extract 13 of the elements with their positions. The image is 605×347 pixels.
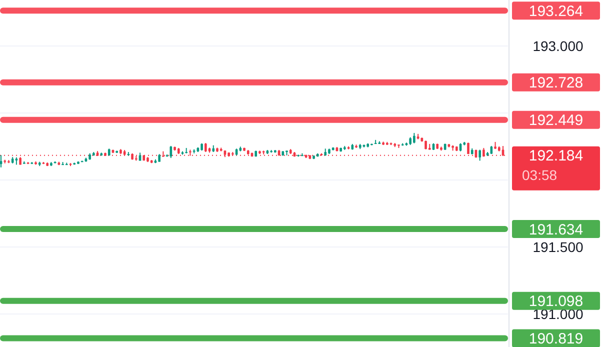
ref-line-label: 192.449 — [528, 112, 584, 130]
candlestick — [413, 132, 416, 144]
ref-line-label: 191.634 — [528, 221, 584, 238]
candlestick — [478, 149, 481, 162]
ref-line-label: 193.264 — [528, 2, 584, 20]
text: 03:58 — [522, 167, 558, 184]
y-tick-label: 193.000 — [532, 38, 584, 54]
candlestick — [0, 154, 2, 168]
candlestick — [170, 145, 172, 159]
ref-line-label: 190.819 — [528, 330, 584, 347]
y-tick-label: 191.500 — [532, 238, 584, 255]
ref-line-label: 192.728 — [528, 74, 584, 92]
ref-line-label: 192.184 — [528, 148, 584, 165]
